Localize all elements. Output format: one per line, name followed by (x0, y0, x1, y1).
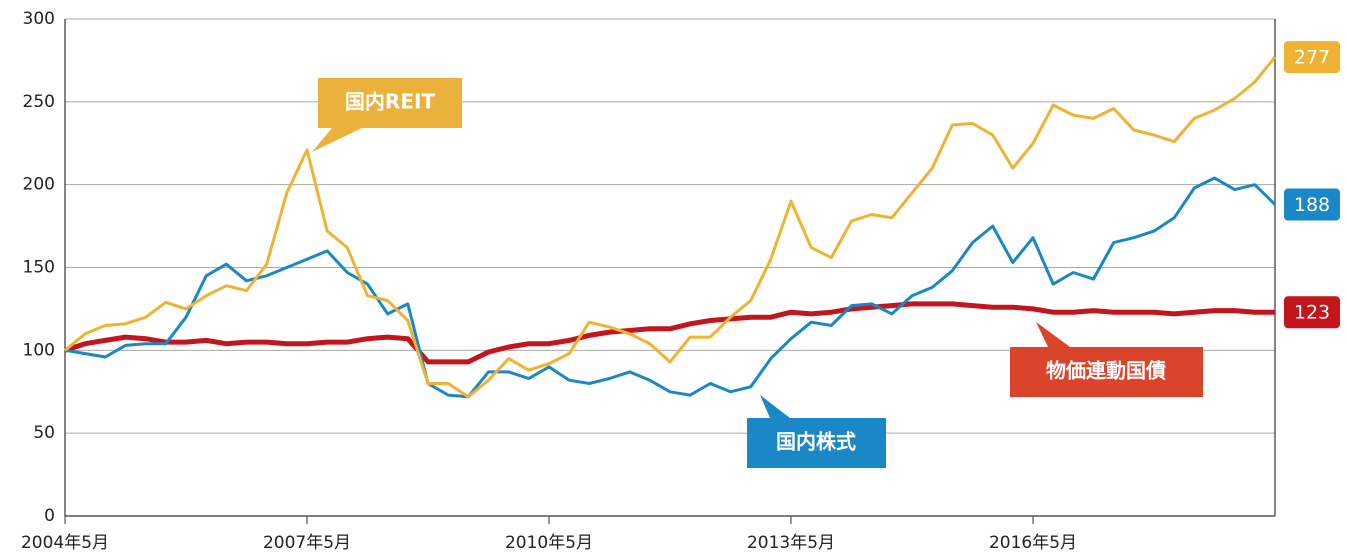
callout-reit: 国内REIT (312, 78, 462, 152)
series-line (64, 176, 1277, 399)
lines: 123 188 277 (64, 41, 1340, 399)
y-tick-label: 100 (23, 340, 55, 360)
end-label-box (1284, 41, 1340, 74)
end-label: 123 (1294, 302, 1330, 324)
callout-stock: 国内株式 (747, 395, 886, 468)
callout-bond: 物価連動国債 (1010, 322, 1203, 397)
series-line (64, 56, 1277, 399)
y-tick-label: 50 (33, 423, 55, 443)
series-label: 物価連動国債 (1046, 359, 1166, 383)
series-line (64, 301, 1275, 365)
y-tick-label: 200 (23, 175, 55, 195)
x-tick-label: 2016年5月 (989, 533, 1077, 553)
callout-box (747, 395, 886, 468)
end-label: 277 (1294, 47, 1330, 69)
x-tick-label: 2013年5月 (747, 533, 835, 553)
x-tick-label: 2010年5月 (505, 533, 593, 553)
x-tick-label: 2007年5月 (263, 533, 351, 553)
y-tick-label: 0 (44, 506, 55, 526)
end-label-box (1284, 296, 1340, 329)
end-label: 188 (1294, 194, 1330, 216)
x-tick-label: 2004年5月 (21, 533, 109, 553)
callout-box (312, 78, 462, 152)
y-tick-label: 250 (23, 92, 55, 112)
y-tick-label: 300 (23, 9, 55, 29)
series-label: 国内株式 (776, 430, 856, 454)
series-label: 国内REIT (345, 90, 436, 114)
end-label-box (1284, 188, 1340, 221)
axes: 0 50 100 150 200 250 300 2004年5月 2007年5月 2010年5月 2… (21, 9, 1276, 553)
callout-box (1010, 322, 1203, 397)
y-tick-label: 150 (23, 258, 55, 278)
